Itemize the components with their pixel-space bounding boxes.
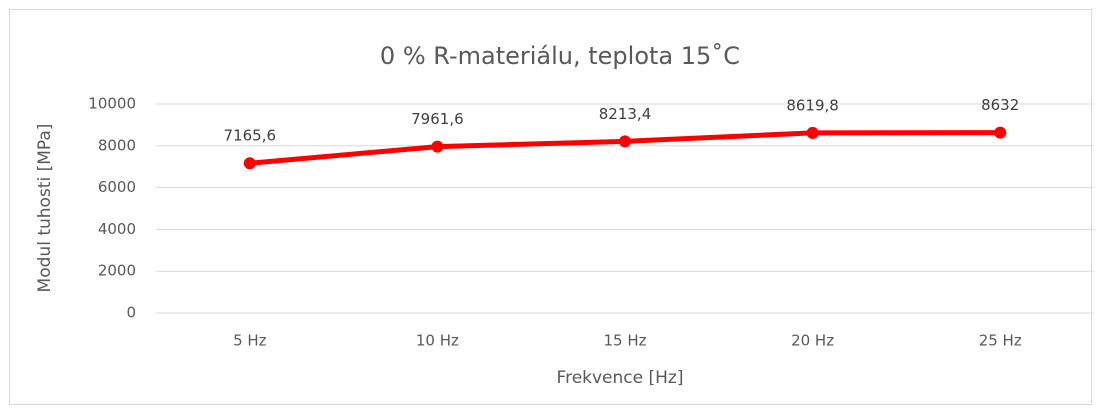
y-tick-label: 8000 xyxy=(98,136,136,154)
data-point xyxy=(994,126,1007,139)
x-tick-label: 25 Hz xyxy=(979,332,1022,350)
y-tick-label: 10000 xyxy=(88,95,136,113)
data-point xyxy=(806,126,819,139)
x-axis-title: Frekvence [Hz] xyxy=(557,368,684,388)
chart-border xyxy=(9,9,1092,405)
y-tick-label: 0 xyxy=(126,304,136,322)
data-label: 7961,6 xyxy=(411,110,464,128)
x-tick-label: 15 Hz xyxy=(603,332,646,350)
y-tick-label: 4000 xyxy=(98,220,136,238)
y-axis-title: Modul tuhosti [MPa] xyxy=(35,124,55,293)
data-label: 8213,4 xyxy=(599,105,652,123)
data-label: 8619,8 xyxy=(786,96,839,114)
data-point xyxy=(243,157,256,170)
y-tick-label: 2000 xyxy=(98,262,136,280)
data-point xyxy=(619,135,631,148)
chart-title: 0 % R-materiálu, teplota 15˚C xyxy=(380,42,740,70)
data-label: 8632 xyxy=(981,96,1019,114)
y-tick-label: 6000 xyxy=(98,178,136,196)
data-point xyxy=(431,140,444,153)
x-tick-label: 5 Hz xyxy=(233,332,267,350)
x-tick-label: 10 Hz xyxy=(416,332,459,350)
data-label: 7165,6 xyxy=(224,127,277,145)
x-tick-label: 20 Hz xyxy=(791,332,834,350)
